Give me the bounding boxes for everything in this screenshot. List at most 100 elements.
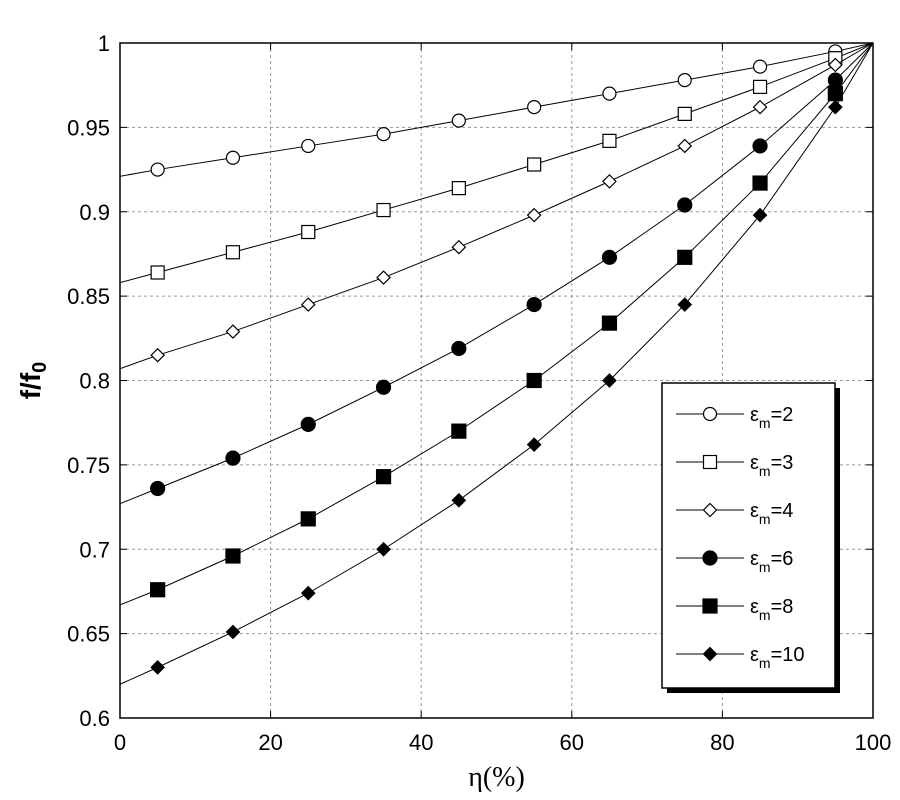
legend-entry: εm=3 — [676, 452, 793, 479]
data-point — [451, 181, 466, 196]
y-axis-label: f/f0 — [15, 362, 51, 400]
data-point — [225, 150, 241, 165]
data-point — [375, 469, 392, 485]
legend-entry: εm=2 — [676, 404, 793, 431]
data-point — [301, 224, 316, 240]
data-point — [225, 324, 241, 339]
x-axis-label: η(%) — [468, 762, 525, 793]
series-3 — [119, 42, 874, 370]
legend-entry: εm=10 — [676, 644, 805, 671]
data-point — [828, 99, 843, 115]
plot-frame — [119, 42, 874, 719]
ticks-layer: 0 20 40 60 80 100 0.6 0.65 0.7 0.75 0.8 0.85 0.9 0.95… — [67, 31, 891, 755]
data-point — [150, 582, 166, 598]
data-point — [527, 157, 542, 172]
data-point — [601, 249, 618, 265]
legend-entry: εm=4 — [676, 500, 793, 527]
data-point — [300, 297, 316, 312]
data-point — [376, 127, 391, 142]
data-point — [827, 72, 843, 88]
series-line — [119, 42, 874, 606]
data-point — [150, 265, 165, 280]
data-point — [300, 416, 316, 432]
y-axis-label-sub: 0 — [29, 362, 51, 373]
data-point — [752, 79, 768, 94]
data-point — [451, 340, 467, 357]
legend-label: εm=10 — [750, 644, 805, 671]
data-point — [752, 138, 768, 154]
data-point — [526, 296, 542, 313]
data-point — [376, 541, 391, 557]
y-tick-label: 0.7 — [79, 537, 110, 562]
data-point — [677, 297, 693, 312]
data-point — [527, 100, 542, 115]
data-point — [225, 548, 241, 564]
y-tick-label: 0.65 — [67, 622, 110, 647]
data-point — [300, 585, 316, 601]
legend-entry: εm=8 — [676, 596, 793, 623]
data-point — [677, 73, 692, 88]
legend-marker — [702, 598, 718, 614]
x-tick-label: 0 — [114, 730, 126, 755]
legend-marker — [702, 454, 718, 470]
data-point — [602, 86, 617, 101]
data-point — [602, 133, 617, 148]
y-tick-label: 0.75 — [67, 453, 110, 478]
x-tick-label: 40 — [409, 730, 433, 755]
y-tick-label: 0.85 — [67, 284, 110, 309]
legend-marker — [702, 406, 718, 422]
data-point — [526, 437, 542, 452]
data-point — [225, 245, 241, 260]
y-tick-label: 1 — [98, 31, 110, 56]
data-point — [300, 511, 316, 527]
series-4 — [119, 42, 874, 505]
data-point — [150, 480, 166, 497]
series-5 — [119, 42, 874, 606]
data-point — [677, 197, 693, 213]
y-tick-label: 0.6 — [79, 706, 110, 731]
legend-marker — [702, 646, 718, 662]
legend-label: εm=3 — [750, 452, 793, 479]
data-point — [225, 624, 241, 640]
data-point — [752, 99, 768, 115]
grid-layer — [120, 43, 873, 718]
x-tick-label: 80 — [710, 730, 734, 755]
data-point — [150, 162, 165, 177]
series-line — [119, 42, 874, 370]
data-point — [602, 373, 617, 388]
data-point — [677, 249, 693, 265]
y-axis-label-main: f/f — [15, 372, 46, 399]
y-tick-label: 0.95 — [67, 115, 110, 140]
legend: εm=2 εm=3 εm=4 εm=6 εm=8 εm=10 — [661, 382, 840, 693]
data-point — [451, 423, 467, 439]
data-point — [375, 379, 392, 395]
series-line — [119, 42, 874, 177]
series-6 — [119, 42, 874, 685]
legend-label: εm=4 — [750, 500, 793, 527]
data-point — [451, 492, 467, 508]
data-point — [828, 57, 843, 73]
data-point — [752, 207, 768, 223]
data-point — [225, 450, 241, 466]
data-point — [601, 315, 618, 331]
legend-entry: εm=6 — [676, 548, 793, 575]
legend-marker — [702, 502, 718, 518]
data-point — [526, 372, 542, 389]
series-line — [119, 42, 874, 685]
data-point — [602, 174, 617, 189]
data-point — [451, 113, 466, 128]
series-line — [119, 42, 874, 284]
data-point — [376, 270, 391, 285]
data-point — [526, 207, 542, 223]
x-tick-label: 60 — [560, 730, 584, 755]
data-point — [752, 175, 768, 191]
x-tick-label: 20 — [258, 730, 282, 755]
legend-label: εm=8 — [750, 596, 793, 623]
data-point — [752, 59, 768, 74]
data-point — [150, 347, 165, 363]
y-tick-label: 0.8 — [79, 369, 110, 394]
legend-box — [661, 382, 836, 689]
legend-label: εm=6 — [750, 548, 793, 575]
data-point — [677, 106, 692, 121]
